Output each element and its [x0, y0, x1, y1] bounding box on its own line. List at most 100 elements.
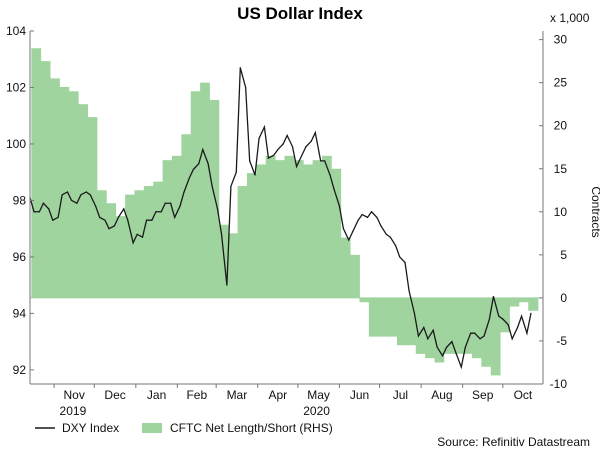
dxy-point: [488, 318, 491, 320]
right-tick-label: -5: [556, 334, 567, 348]
dxy-point: [417, 335, 420, 337]
dxy-point: [117, 216, 119, 218]
dxy-point: [282, 143, 284, 145]
dxy-point: [104, 219, 106, 221]
cftc-bar: [462, 297, 473, 354]
legend-cftc-swatch: [142, 423, 162, 433]
right-tick-label: 30: [554, 33, 568, 47]
dxy-point: [48, 208, 50, 210]
dxy-point: [404, 261, 406, 264]
source-note: Source: Refinitiv Datastream: [437, 435, 590, 449]
dxy-point: [160, 211, 162, 213]
cftc-bar: [284, 155, 295, 298]
dxy-point: [333, 188, 335, 190]
right-tick-label: -10: [550, 377, 568, 391]
dxy-point: [320, 160, 322, 162]
axes: 92 94 96 98 100 102 104 -10 -5 0 5 10 15 20 25 30 Nov Dec…: [6, 24, 567, 418]
dxy-point: [132, 242, 134, 244]
dxy-point: [164, 202, 166, 204]
x-tick-label: Aug: [431, 388, 452, 402]
cftc-bar: [443, 297, 454, 354]
right-tick-label: 25: [554, 76, 568, 90]
dxy-point: [451, 341, 453, 343]
dxy-point: [441, 355, 444, 357]
dxy-point: [258, 137, 260, 139]
plot-area: [29, 48, 543, 376]
x-tick-label: Nov: [64, 388, 85, 402]
left-tick-label: 92: [13, 363, 27, 377]
cftc-bar: [312, 160, 323, 298]
dxy-point: [357, 219, 359, 221]
dxy-point: [38, 211, 40, 213]
cftc-bar: [50, 78, 60, 298]
dxy-point: [474, 332, 476, 334]
cftc-bar: [40, 61, 51, 298]
dxy-point: [329, 174, 331, 176]
cftc-bar: [143, 185, 154, 298]
dxy-point: [376, 216, 378, 218]
dxy-point: [526, 332, 528, 334]
dxy-point: [370, 211, 373, 213]
dxy-point: [305, 146, 307, 148]
cftc-bar: [453, 297, 464, 354]
cftc-bar: [228, 233, 239, 298]
cftc-bar: [246, 173, 257, 298]
cftc-bar: [106, 203, 117, 298]
dxy-point: [57, 216, 59, 218]
dxy-point: [498, 315, 500, 317]
cftc-bar: [350, 254, 360, 298]
legend-dxy-label: DXY Index: [62, 421, 119, 435]
dxy-point: [127, 219, 129, 221]
left-tick-label: 104: [6, 24, 26, 38]
cftc-bar: [68, 91, 79, 298]
dxy-point: [511, 338, 513, 340]
dxy-point: [230, 185, 232, 187]
dxy-point: [151, 219, 153, 221]
dxy-point: [436, 346, 438, 348]
dxy-point: [314, 132, 316, 134]
cftc-bar: [256, 164, 267, 298]
cftc-bar: [359, 297, 370, 303]
dxy-point: [361, 213, 363, 216]
dxy-point: [179, 205, 181, 207]
cftc-bar: [397, 297, 407, 346]
dxy-point: [235, 171, 237, 173]
dxy-point: [113, 225, 115, 227]
dxy-point: [291, 146, 294, 148]
x-tick-label: Feb: [186, 388, 207, 402]
x-tick-label: Apr: [268, 388, 287, 402]
cftc-bar: [115, 216, 126, 298]
dxy-point: [455, 352, 457, 354]
x-tick-label: Jan: [147, 388, 166, 402]
dxy-point: [338, 205, 341, 207]
dxy-point: [427, 338, 429, 340]
cftc-bar: [125, 194, 135, 298]
dxy-point: [99, 216, 101, 218]
dxy-point: [342, 228, 345, 230]
dxy-series-line: [29, 67, 532, 370]
cftc-bar: [293, 160, 304, 298]
legend-cftc-label: CFTC Net Length/Short (RHS): [170, 421, 333, 435]
dxy-point: [492, 295, 495, 298]
dxy-point: [286, 134, 288, 137]
dxy-point: [277, 149, 279, 151]
x-tick-label: Jul: [393, 388, 408, 402]
cftc-bar: [340, 237, 351, 298]
cftc-bar: [190, 91, 201, 298]
dxy-point: [211, 185, 213, 187]
dxy-point: [483, 335, 485, 337]
dxy-point: [42, 202, 44, 204]
dxy-point: [470, 332, 472, 334]
dxy-point: [216, 208, 219, 210]
cftc-bar: [181, 134, 192, 298]
dxy-point: [520, 315, 523, 317]
cftc-bar: [209, 99, 220, 298]
dxy-point: [352, 230, 354, 233]
dxy-point: [324, 160, 326, 162]
dxy-point: [348, 239, 350, 241]
left-tick-label: 96: [13, 250, 27, 264]
dxy-point: [395, 245, 397, 247]
cftc-bar: [265, 155, 276, 298]
cftc-bar: [303, 164, 314, 298]
cftc-bar: [378, 297, 389, 337]
